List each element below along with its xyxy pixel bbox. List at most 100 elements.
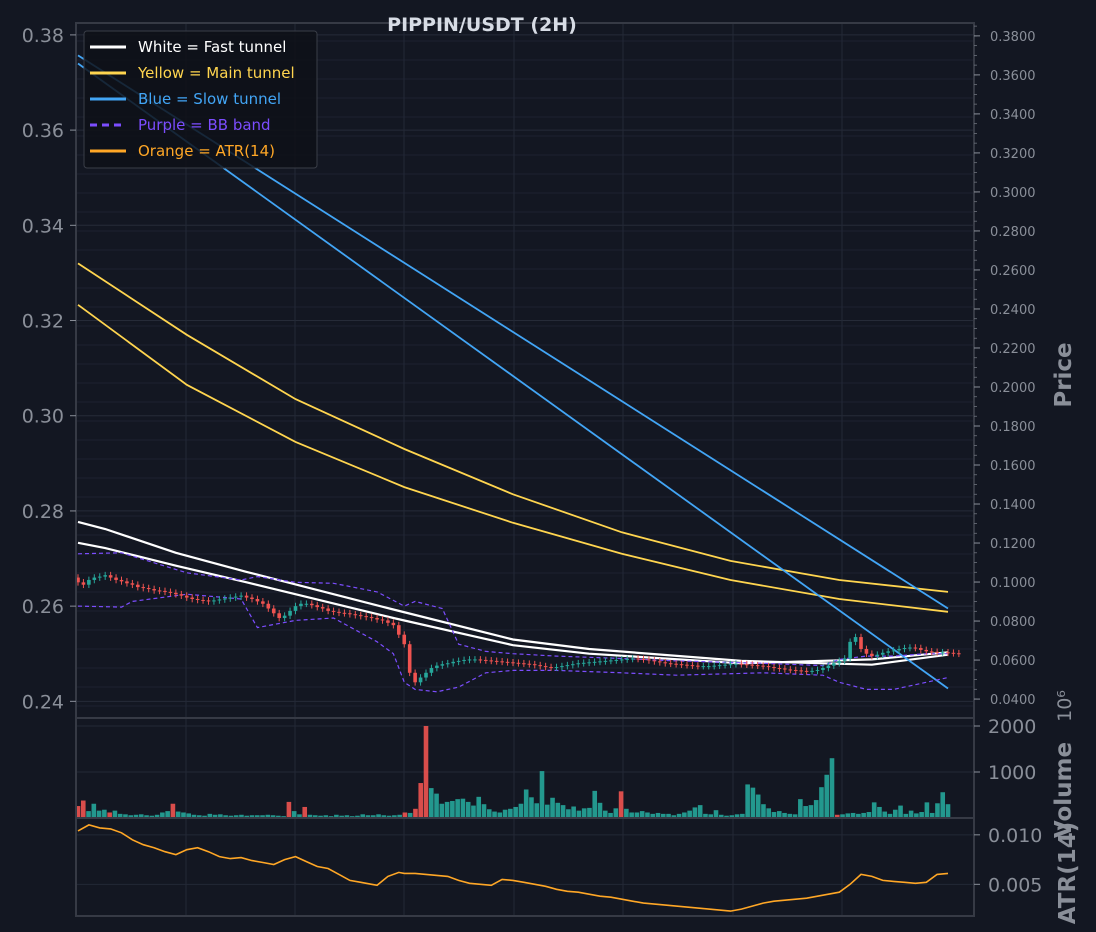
- volume-bar: [529, 797, 534, 818]
- volume-bar: [160, 812, 165, 818]
- volume-bar: [597, 802, 603, 818]
- candle-body: [902, 648, 907, 650]
- volume-bar: [418, 783, 424, 818]
- volume-bar: [645, 812, 650, 818]
- volume-bar: [571, 806, 576, 818]
- volume-bar: [312, 815, 318, 818]
- candle-body: [603, 660, 608, 662]
- candle-body: [929, 651, 934, 653]
- volume-bar: [392, 815, 397, 818]
- volume-bar: [144, 815, 149, 818]
- volume-bar: [550, 797, 555, 818]
- volume-bar: [639, 811, 645, 818]
- volume-bar: [544, 804, 550, 818]
- volume-bar: [455, 799, 460, 818]
- candle-body: [924, 649, 929, 652]
- volume-bar: [740, 813, 745, 818]
- candle-body: [679, 664, 684, 666]
- candle-body: [625, 658, 629, 660]
- volume-bar: [655, 812, 661, 818]
- volume-bar: [592, 790, 598, 818]
- candle-body: [690, 665, 695, 667]
- candle-body: [755, 665, 760, 667]
- right-tick-label: 0.1600: [990, 459, 1036, 474]
- atr-axis-label: ATR(14): [1055, 822, 1081, 924]
- volume-bar: [803, 806, 808, 818]
- volume-bar: [386, 815, 392, 818]
- volume-bar: [924, 802, 930, 818]
- volume-bar: [729, 815, 735, 818]
- left-tick-label: 0.28: [22, 501, 64, 523]
- volume-bar: [465, 801, 471, 818]
- candle-body: [152, 588, 156, 591]
- volume-bar: [165, 811, 170, 818]
- candle-body: [505, 661, 510, 663]
- candle-body: [76, 577, 80, 583]
- volume-bar: [829, 758, 835, 818]
- candle-body: [527, 663, 532, 665]
- candle-body: [516, 662, 521, 664]
- volume-bar: [745, 784, 750, 818]
- candle-body: [195, 598, 200, 600]
- volume-bar: [434, 793, 439, 818]
- candle-body: [451, 661, 455, 664]
- right-tick-label: 0.2400: [990, 303, 1036, 318]
- volume-bar: [671, 815, 677, 818]
- candle-body: [179, 594, 184, 596]
- candle-body: [320, 607, 325, 609]
- volume-bar: [423, 726, 429, 818]
- candle-body: [761, 665, 765, 667]
- series-line-bb-lower: [77, 593, 949, 693]
- candle-body: [315, 605, 320, 608]
- candle-body: [766, 666, 771, 668]
- candle-body: [532, 664, 537, 666]
- left-tick-label: 0.38: [22, 25, 64, 47]
- left-tick-label: 0.24: [22, 691, 64, 713]
- candle-body: [494, 660, 499, 662]
- volume-bar: [265, 814, 271, 818]
- series-line-main-tunnel-upper: [77, 262, 949, 593]
- candle-body: [875, 654, 880, 657]
- candle-body: [712, 665, 716, 667]
- volume-bar: [107, 812, 112, 818]
- volume-bar: [724, 815, 729, 818]
- candle-body: [92, 577, 97, 580]
- volume-bar: [212, 814, 218, 818]
- volume-bar: [365, 815, 371, 818]
- candle-body: [206, 600, 211, 602]
- right-tick-label: 0.0400: [990, 693, 1036, 708]
- volume-bar: [402, 812, 408, 818]
- candle-body: [364, 616, 368, 618]
- candle-body: [810, 670, 814, 672]
- volume-bar: [856, 813, 861, 818]
- volume-bar: [170, 803, 176, 818]
- candle-body: [201, 599, 205, 601]
- volume-bar: [908, 810, 914, 818]
- legend-box: [83, 30, 318, 169]
- legend-label: Blue = Slow tunnel: [138, 90, 281, 108]
- volume-bar: [840, 814, 845, 818]
- candle-body: [228, 597, 233, 599]
- volume-bar: [687, 810, 692, 818]
- volume-bar: [618, 791, 624, 818]
- volume-bar: [460, 798, 466, 818]
- volume-bar: [302, 806, 308, 818]
- chart-title: PIPPIN/USDT (2H): [387, 14, 577, 36]
- volume-bar: [370, 815, 376, 818]
- volume-bar: [276, 815, 281, 818]
- candle-body: [277, 613, 281, 619]
- volume-bar: [233, 815, 239, 818]
- volume-bar: [560, 805, 566, 818]
- candle-body: [413, 672, 417, 683]
- volume-bar: [697, 805, 703, 818]
- candle-body: [788, 669, 793, 671]
- candle-body: [326, 608, 330, 611]
- left-tick-label: 0.36: [22, 120, 64, 142]
- volume-bar: [508, 808, 513, 818]
- candle-body: [842, 658, 847, 661]
- right-tick-label: 0.2200: [990, 342, 1036, 357]
- volume-bar: [376, 814, 381, 818]
- volume-bar: [339, 815, 344, 818]
- volume-bar: [497, 812, 503, 818]
- candle-body: [136, 584, 140, 588]
